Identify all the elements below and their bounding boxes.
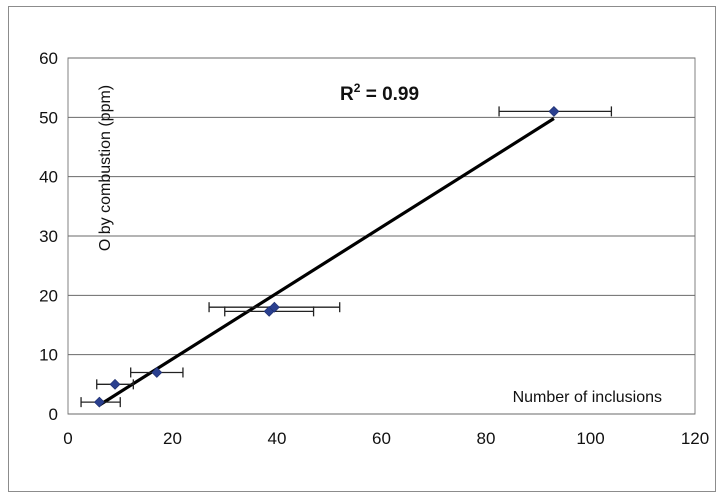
data-point-marker: [109, 378, 121, 390]
r-squared-superscript: 2: [354, 81, 361, 95]
data-point-marker: [268, 301, 280, 313]
x-tick-label: 80: [477, 429, 496, 448]
chart-frame: [8, 6, 716, 492]
r-squared-prefix: R: [340, 84, 354, 105]
x-tick-label: 0: [63, 429, 72, 448]
r-squared-annotation: R2 = 0.99: [340, 81, 419, 105]
y-axis-label: O by combustion (ppm): [97, 85, 114, 251]
x-tick-label: 120: [681, 429, 709, 448]
y-tick-label: 20: [39, 286, 58, 305]
x-tick-label: 60: [372, 429, 391, 448]
r-squared-value: = 0.99: [360, 84, 419, 105]
y-tick-label: 40: [39, 168, 58, 187]
data-point-marker: [93, 396, 105, 408]
y-tick-label: 30: [39, 227, 58, 246]
y-tick-label: 0: [49, 405, 58, 424]
data-point-marker: [151, 367, 163, 378]
x-tick-labels: 0 20 40 60 80 100 120: [63, 429, 709, 448]
trendline: [98, 117, 555, 407]
data-point-marker: [548, 105, 560, 117]
y-tick-labels: 0 10 20 30 40 50 60: [39, 49, 58, 424]
y-tick-label: 60: [39, 49, 58, 68]
x-tick-label: 20: [163, 429, 182, 448]
x-tick-label: 100: [576, 429, 604, 448]
grid-lines: [68, 57, 695, 415]
y-tick-label: 10: [39, 346, 58, 365]
x-tick-label: 40: [268, 429, 287, 448]
error-bars: [80, 106, 613, 408]
y-tick-label: 50: [39, 108, 58, 127]
data-points: [93, 105, 560, 408]
x-axis-label: Number of inclusions: [513, 389, 662, 406]
